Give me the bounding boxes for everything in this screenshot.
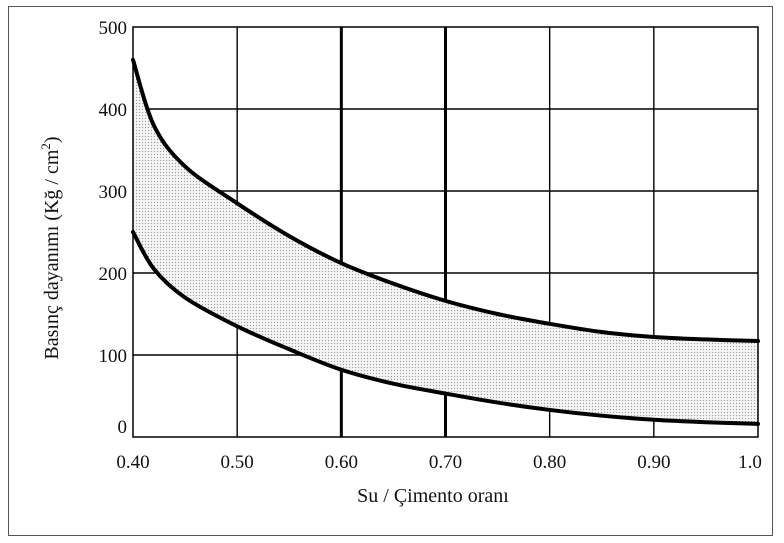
chart-frame [8,6,773,536]
y-tick-label: 0 [118,417,128,438]
x-tick-label: 0.40 [116,452,149,473]
x-tick-label: 0.90 [637,452,670,473]
y-axis-label-tail: ) [41,136,63,143]
y-tick-label: 100 [99,346,128,367]
x-tick-label: 0.80 [533,452,566,473]
y-axis-label-main: Basınç dayanımı (Kğ / cm [41,149,63,359]
y-tick-label: 300 [99,182,128,203]
plot-border [132,26,759,438]
y-tick-label: 200 [99,264,128,285]
x-axis-label: Su / Çimento oranı [357,485,509,507]
upper-curve [131,57,760,344]
y-axis-label: Basınç dayanımı (Kğ / cm2) [38,136,63,359]
x-tick-label: 0.50 [221,452,254,473]
curves [131,57,760,426]
x-tick-label: 0.60 [325,452,358,473]
y-tick-label: 400 [99,100,128,121]
x-tick-label: 0.70 [429,452,462,473]
lower-curve [131,230,760,426]
y-axis-label-sup: 2 [38,143,53,150]
x-tick-label: 1.0 [738,452,762,473]
tick-labels: 0.40 0.50 0.60 0.70 0.80 0.90 1.0 0 100 200 300 400… [99,18,762,473]
y-tick-label: 500 [99,18,128,39]
